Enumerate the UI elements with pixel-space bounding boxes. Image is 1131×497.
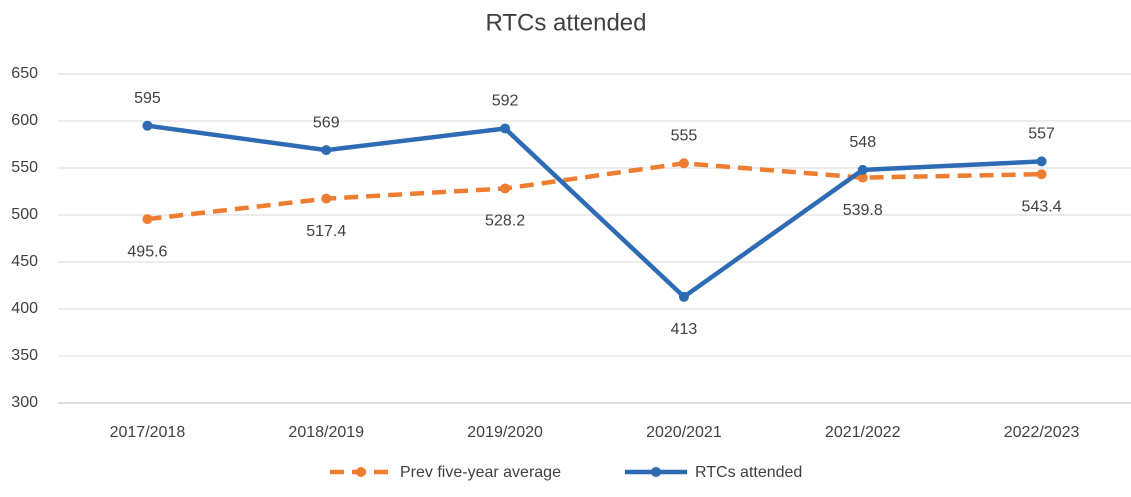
point [321,193,332,204]
data-label: 557 [1028,126,1055,143]
legend-marker [651,467,661,477]
x-tick-label: 2021/2022 [825,424,901,441]
chart-title: RTCs attended [486,9,647,36]
y-tick-label: 600 [11,112,38,129]
x-tick-label: 2020/2021 [646,424,722,441]
point [857,172,868,183]
data-label: 555 [671,128,698,145]
legend-label: RTCs attended [695,464,802,481]
x-tick-label: 2022/2023 [1004,424,1080,441]
point [678,158,689,169]
y-tick-label: 300 [11,394,38,411]
legend-marker [356,467,366,477]
data-label: 595 [134,90,161,107]
data-label: 592 [492,93,519,110]
point [321,145,332,156]
data-label: 528.2 [485,213,525,230]
point [500,183,511,194]
point [142,214,153,225]
data-label: 539.8 [843,202,883,219]
y-tick-label: 650 [11,65,38,82]
data-label: 548 [849,134,876,151]
data-label: 495.6 [127,243,167,260]
series-line [147,161,1042,222]
data-label: 543.4 [1022,198,1062,215]
x-tick-label: 2019/2020 [467,424,543,441]
y-tick-label: 550 [11,159,38,176]
series-line [147,123,1042,300]
point [500,123,511,134]
y-tick-label: 400 [11,300,38,317]
data-label: 517.4 [306,223,346,240]
point [678,291,689,302]
legend-label: Prev five-year average [400,464,561,481]
y-tick-label: 350 [11,347,38,364]
point [1036,156,1047,167]
x-tick-label: 2018/2019 [288,424,364,441]
y-tick-label: 450 [11,253,38,270]
point [857,164,868,175]
point [1036,169,1047,180]
x-tick-label: 2017/2018 [110,424,186,441]
point [142,120,153,131]
data-label: 413 [671,321,698,338]
y-tick-label: 500 [11,206,38,223]
data-label: 569 [313,114,340,131]
